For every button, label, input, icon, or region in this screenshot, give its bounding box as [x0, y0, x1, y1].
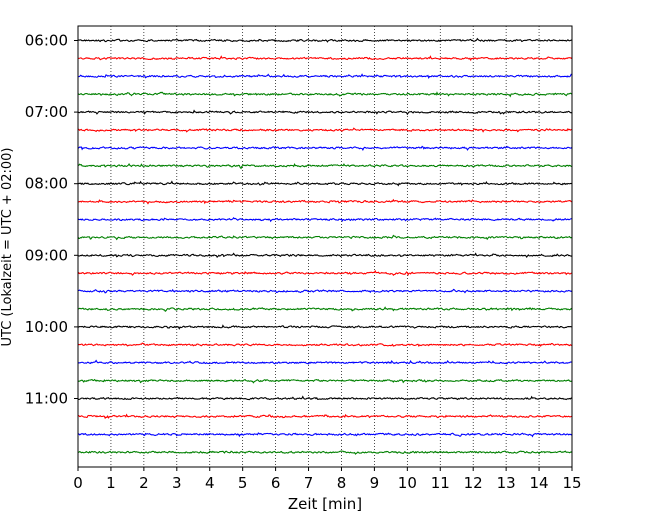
trace-06:15 [77, 55, 573, 62]
x-tick-label-9: 9 [370, 474, 380, 492]
trace-06:45 [77, 91, 573, 98]
y-tick-label-10:00: 10:00 [25, 318, 68, 336]
trace-08:00 [77, 180, 573, 187]
trace-06:00 [77, 37, 573, 43]
x-tick-label-14: 14 [530, 474, 549, 492]
x-tick-label-5: 5 [238, 474, 248, 492]
x-tick-label-7: 7 [304, 474, 314, 492]
x-axis-label: Zeit [min] [288, 495, 362, 513]
trace-06:30 [77, 73, 573, 80]
x-tick-label-10: 10 [398, 474, 417, 492]
trace-10:45 [77, 378, 573, 384]
x-tick-label-11: 11 [431, 474, 450, 492]
trace-11:30 [77, 432, 573, 438]
trace-08:30 [77, 216, 573, 223]
plot-frame [77, 25, 573, 468]
y-tick-label-08:00: 08:00 [25, 175, 68, 193]
x-tick-label-2: 2 [139, 474, 149, 492]
trace-07:30 [77, 145, 573, 151]
trace-10:00 [77, 324, 573, 330]
trace-09:00 [77, 252, 573, 259]
trace-07:00 [77, 109, 573, 116]
y-axis-ticks: 06:00 07:00 08:00 09:00 10:00 11:00 [25, 32, 78, 408]
x-tick-label-15: 15 [562, 474, 581, 492]
trace-07:45 [77, 163, 573, 170]
x-tick-label-8: 8 [337, 474, 347, 492]
x-tick-label-0: 0 [73, 474, 83, 492]
trace-09:15 [77, 269, 573, 277]
x-tick-label-6: 6 [271, 474, 281, 492]
x-axis-ticks: 0 1 2 3 4 5 6 7 8 9 10 11 12 13 14 15 [73, 467, 582, 492]
y-tick-label-09:00: 09:00 [25, 246, 68, 264]
y-axis-label: UTC (Lokalzeit = UTC + 02:00) [0, 148, 15, 347]
y-tick-label-06:00: 06:00 [25, 32, 68, 50]
x-tick-label-4: 4 [205, 474, 215, 492]
trace-09:30 [77, 288, 573, 294]
seismic-traces [77, 37, 573, 455]
trace-11:00 [77, 395, 573, 401]
x-tick-label-1: 1 [106, 474, 116, 492]
x-tick-label-3: 3 [172, 474, 182, 492]
x-tick-label-13: 13 [497, 474, 516, 492]
trace-11:15 [77, 413, 573, 420]
trace-07:15 [77, 127, 573, 133]
y-tick-label-11:00: 11:00 [25, 390, 68, 408]
trace-10:15 [77, 342, 573, 348]
y-tick-label-07:00: 07:00 [25, 103, 68, 121]
trace-08:45 [77, 234, 573, 241]
x-tick-label-12: 12 [464, 474, 483, 492]
trace-09:45 [77, 306, 573, 312]
trace-11:45 [77, 450, 573, 455]
trace-08:15 [77, 198, 573, 205]
trace-10:30 [77, 359, 573, 365]
